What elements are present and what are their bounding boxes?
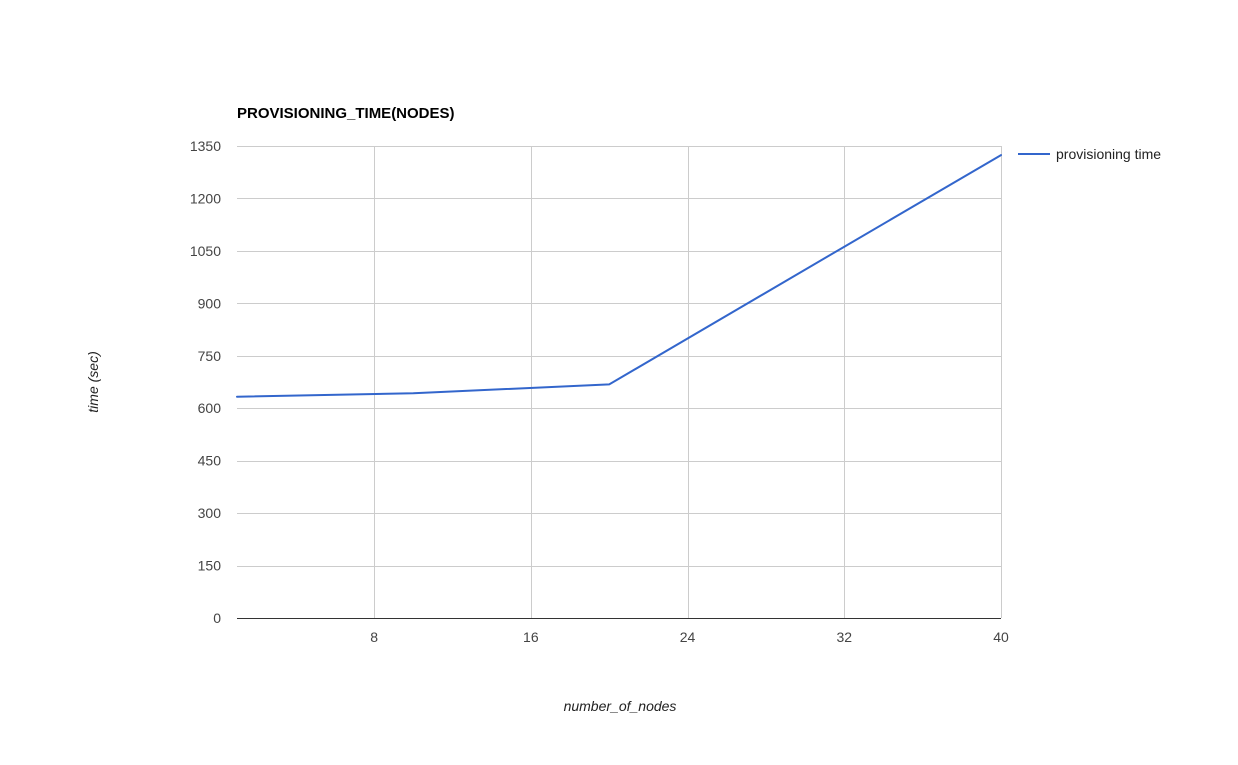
x-axis-title: number_of_nodes xyxy=(564,698,677,714)
y-tick-label-600: 600 xyxy=(198,400,222,416)
x-axis-ticks: 8 16 24 32 40 xyxy=(370,629,1009,645)
series-line-0 xyxy=(236,154,1002,398)
series-group xyxy=(236,154,1002,398)
legend: provisioning time xyxy=(1018,146,1161,162)
x-tick-label-40: 40 xyxy=(993,629,1009,645)
y-tick-label-450: 450 xyxy=(198,453,222,469)
y-tick-label-150: 150 xyxy=(198,558,222,574)
y-axis-ticks: 0 150 300 450 600 750 900 1050 1200 1350 xyxy=(190,138,221,626)
y-axis-title: time (sec) xyxy=(85,351,101,412)
x-tick-label-24: 24 xyxy=(680,629,696,645)
grid-lines xyxy=(237,146,1002,619)
chart-title: PROVISIONING_TIME(NODES) xyxy=(237,105,455,122)
y-tick-label-0: 0 xyxy=(213,610,221,626)
legend-label-provisioning-time: provisioning time xyxy=(1056,146,1161,162)
y-tick-label-300: 300 xyxy=(198,505,222,521)
y-tick-label-1050: 1050 xyxy=(190,243,221,259)
x-tick-label-16: 16 xyxy=(523,629,539,645)
x-tick-label-8: 8 xyxy=(370,629,378,645)
y-tick-label-900: 900 xyxy=(198,295,222,311)
x-tick-label-32: 32 xyxy=(836,629,852,645)
y-tick-label-1350: 1350 xyxy=(190,138,221,154)
y-tick-label-750: 750 xyxy=(198,348,222,364)
y-tick-label-1200: 1200 xyxy=(190,190,221,206)
